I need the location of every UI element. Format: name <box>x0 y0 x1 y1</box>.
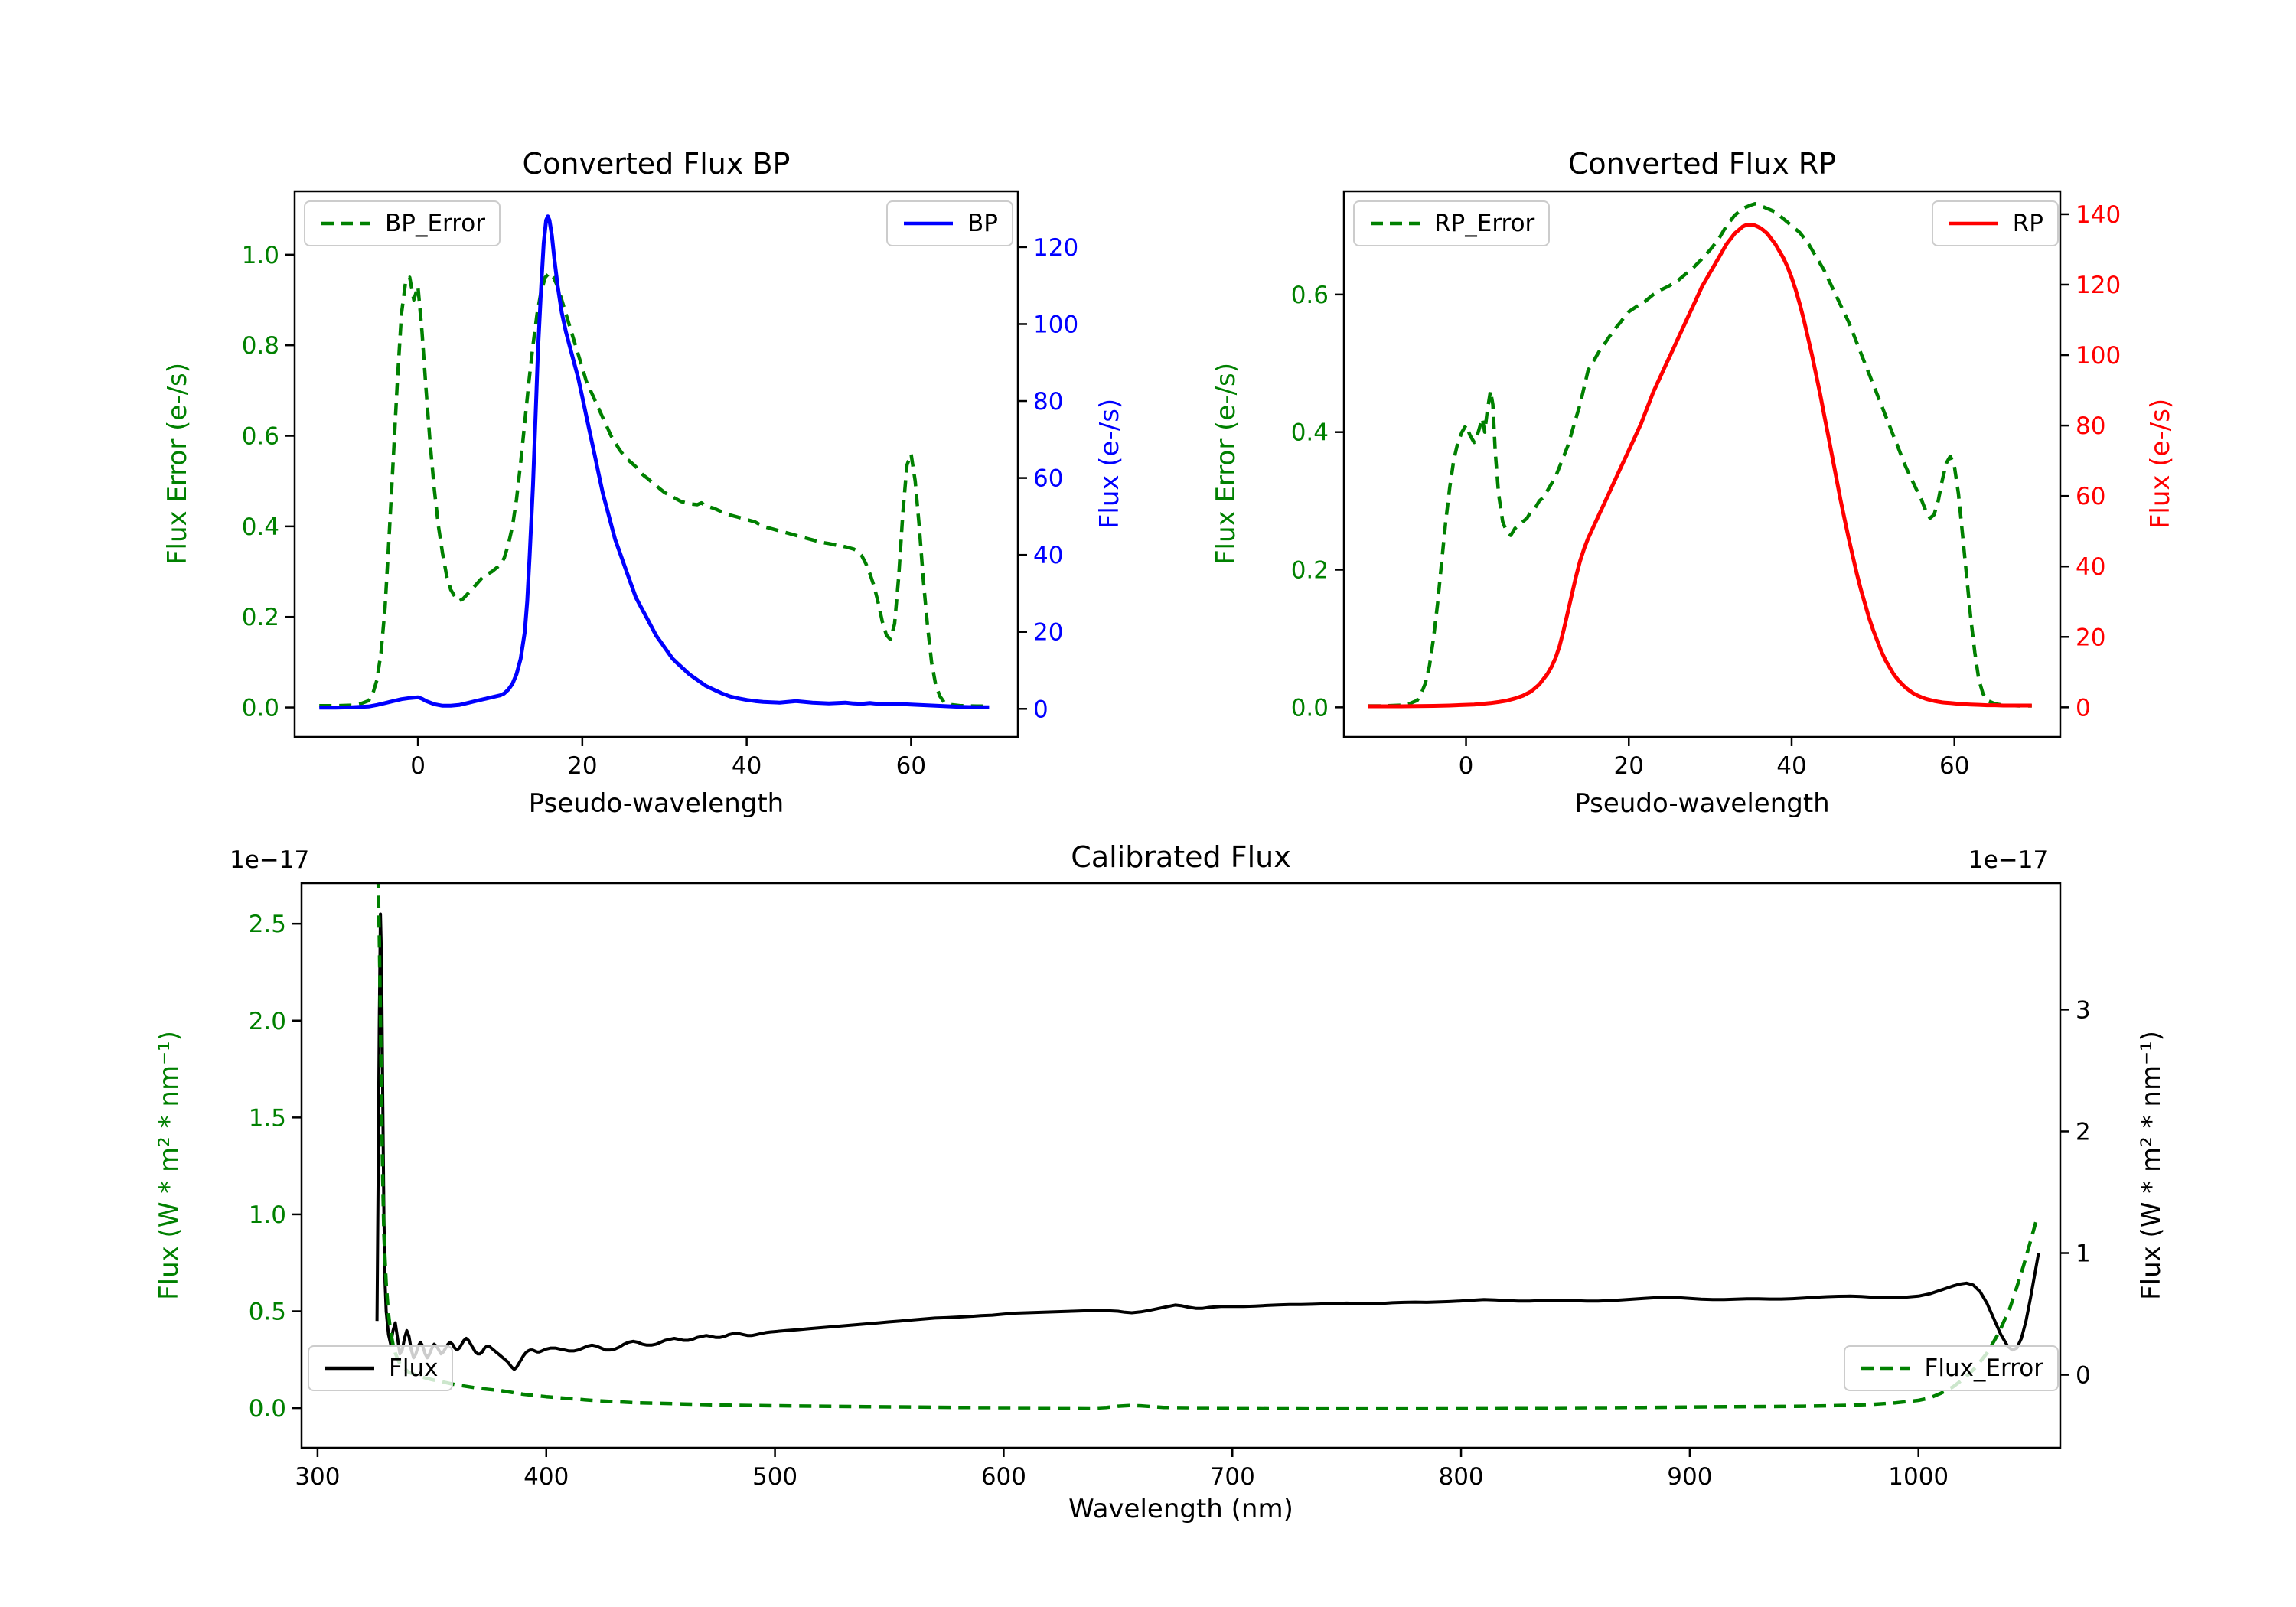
tick-label: 0.0 <box>249 1395 286 1423</box>
series-BP_Error <box>319 271 990 709</box>
tick-label: 700 <box>1210 1463 1255 1491</box>
tick-label: 140 <box>2076 201 2121 229</box>
tick-label: 120 <box>2076 272 2121 299</box>
legend-line-icon <box>321 221 370 226</box>
tick-label: 20 <box>1614 752 1644 780</box>
series-RP_Error <box>1368 201 2032 708</box>
tick-label: 2 <box>2076 1118 2091 1146</box>
chart-title-rp: Converted Flux RP <box>1567 147 1837 181</box>
tick-label: 20 <box>1033 619 1063 647</box>
tick-label: 300 <box>295 1463 340 1491</box>
legend-rp-error: RP_Error <box>1353 200 1551 246</box>
ylabel-rp-error: Flux Error (e-/s) <box>1211 362 1241 566</box>
xlabel-rp: Pseudo-wavelength <box>1574 788 1830 819</box>
legend-bp-error: BP_Error <box>304 200 501 246</box>
tick-label: 500 <box>752 1463 797 1491</box>
tick-label: 0 <box>2076 694 2091 722</box>
tick-label: 2.5 <box>249 911 286 938</box>
tick-label: 0.0 <box>1291 694 1329 722</box>
xlabel-bp: Pseudo-wavelength <box>528 788 784 819</box>
ylabel-bp-error: Flux Error (e-/s) <box>162 362 193 566</box>
legend-line-icon <box>1949 221 1998 226</box>
tick-label: 60 <box>896 752 926 780</box>
tick-label: 800 <box>1438 1463 1483 1491</box>
tick-label: 1 <box>2076 1240 2091 1268</box>
tick-label: 40 <box>732 752 762 780</box>
tick-label: 100 <box>2076 342 2121 370</box>
tick-label: 0 <box>410 752 426 780</box>
series-BP <box>319 214 990 710</box>
legend-label: RP_Error <box>1434 210 1535 237</box>
tick-label: 0 <box>1459 752 1474 780</box>
tick-label: 1.0 <box>249 1201 286 1229</box>
legend-label: Flux_Error <box>1924 1354 2044 1382</box>
tick-label: 2.0 <box>249 1008 286 1035</box>
legend-line-icon <box>1861 1366 1910 1371</box>
tick-label: 0.2 <box>242 604 279 631</box>
series-Flux_Error <box>376 883 2040 1410</box>
chart-title-bp: Converted Flux BP <box>522 147 791 181</box>
ylabel-calibrated-left: Flux (W * m² * nm⁻¹) <box>154 1031 184 1300</box>
tick-label: 20 <box>2076 624 2105 651</box>
tick-label: 60 <box>2076 483 2105 510</box>
tick-label: 0.5 <box>249 1299 286 1326</box>
legend-label: BP <box>967 210 998 237</box>
tick-label: 3 <box>2076 996 2091 1024</box>
tick-label: 0.4 <box>242 513 279 541</box>
tick-label: 40 <box>1776 752 1806 780</box>
chart-title-calibrated: Calibrated Flux <box>1071 840 1291 874</box>
tick-label: 60 <box>1033 465 1063 493</box>
plot-area-calibrated-flux <box>375 883 2040 1410</box>
tick-label: 0 <box>2076 1362 2091 1390</box>
tick-label: 0.2 <box>1291 557 1329 585</box>
tick-label: 80 <box>1033 388 1063 416</box>
tick-label: 1.5 <box>249 1104 286 1132</box>
legend-flux-error: Flux_Error <box>1843 1345 2059 1391</box>
tick-label: 400 <box>523 1463 569 1491</box>
tick-label: 120 <box>1033 234 1078 262</box>
legend-line-icon <box>1371 221 1420 226</box>
tick-label: 0.0 <box>242 695 279 722</box>
tick-label: 40 <box>1033 542 1063 569</box>
tick-label: 20 <box>567 752 597 780</box>
tick-label: 0 <box>1033 696 1049 723</box>
tick-label: 600 <box>981 1463 1026 1491</box>
legend-flux: Flux <box>308 1345 454 1391</box>
plot-area-converted-flux-rp <box>1368 201 2032 709</box>
tick-label: 1.0 <box>242 242 279 269</box>
legend-label: Flux <box>389 1354 439 1382</box>
ylabel-rp-flux: Flux (e-/s) <box>2145 398 2176 530</box>
series-RP <box>1368 223 2032 709</box>
axes-spines-converted-flux-bp <box>293 190 1019 738</box>
tick-label: 40 <box>2076 553 2105 581</box>
legend-line-icon <box>904 221 954 226</box>
tick-label: 0.8 <box>242 332 279 360</box>
tick-label: 900 <box>1667 1463 1712 1491</box>
tick-label: 100 <box>1033 311 1078 338</box>
legend-bp: BP <box>886 200 1013 246</box>
offset-text-right: 1e−17 <box>1968 846 2049 874</box>
tick-label: 0.6 <box>242 423 279 451</box>
legend-line-icon <box>325 1366 374 1371</box>
tick-label: 60 <box>1939 752 1969 780</box>
ylabel-bp-flux: Flux (e-/s) <box>1094 398 1125 530</box>
tick-label: 80 <box>2076 412 2105 440</box>
ylabel-calibrated-right: Flux (W * m² * nm⁻¹) <box>2136 1031 2167 1300</box>
legend-rp: RP <box>1931 200 2059 246</box>
offset-text-left: 1e−17 <box>230 846 310 874</box>
xlabel-calibrated: Wavelength (nm) <box>1068 1494 1293 1524</box>
tick-label: 0.4 <box>1291 419 1329 447</box>
axes-spines-converted-flux-rp <box>1342 190 2062 738</box>
legend-label: BP_Error <box>385 210 486 237</box>
series-Flux <box>375 912 2040 1371</box>
tick-label: 1000 <box>1888 1463 1949 1491</box>
axes-spines-calibrated-flux <box>300 882 2062 1449</box>
plot-area-converted-flux-bp <box>319 214 990 710</box>
legend-label: RP <box>2012 210 2043 237</box>
tick-label: 0.6 <box>1291 282 1329 309</box>
